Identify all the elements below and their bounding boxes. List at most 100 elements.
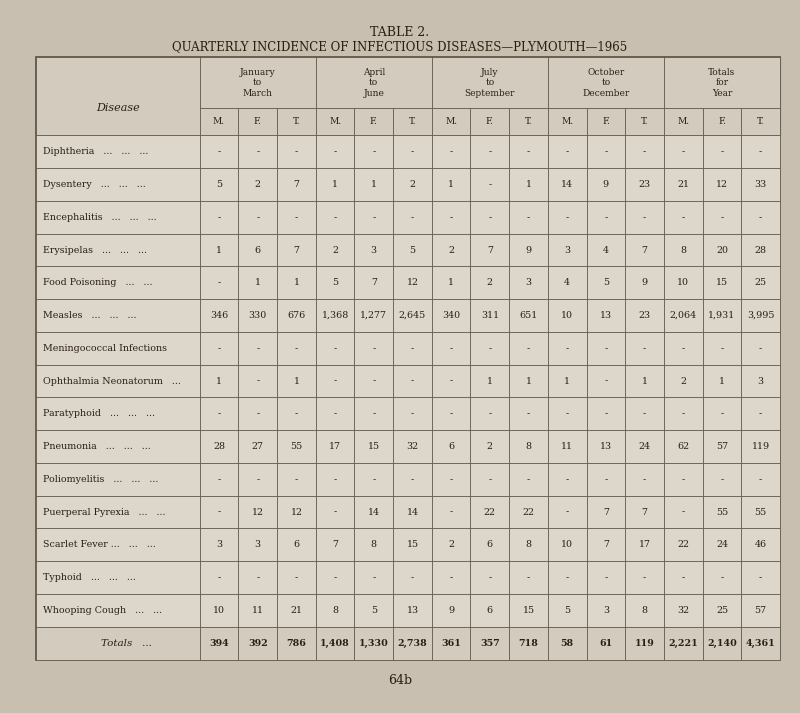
Text: TABLE 2.: TABLE 2.: [370, 26, 430, 39]
Text: 1: 1: [370, 180, 377, 189]
Text: -: -: [527, 573, 530, 582]
Text: -: -: [527, 475, 530, 484]
Text: 17: 17: [638, 540, 650, 549]
Text: -: -: [720, 212, 723, 222]
Text: 5: 5: [603, 278, 609, 287]
Text: 14: 14: [406, 508, 418, 517]
Text: -: -: [218, 148, 221, 156]
Text: -: -: [411, 573, 414, 582]
Text: -: -: [334, 475, 337, 484]
Text: 24: 24: [638, 442, 650, 451]
Text: 3: 3: [526, 278, 531, 287]
Text: -: -: [604, 573, 607, 582]
Text: 786: 786: [286, 639, 306, 647]
Text: -: -: [720, 409, 723, 419]
Text: -: -: [372, 376, 375, 386]
Text: 6: 6: [294, 540, 299, 549]
Text: Measles   ...   ...   ...: Measles ... ... ...: [42, 311, 136, 320]
Text: 6: 6: [486, 540, 493, 549]
Text: -: -: [218, 573, 221, 582]
Text: -: -: [372, 212, 375, 222]
Text: 24: 24: [716, 540, 728, 549]
Text: 9: 9: [526, 245, 531, 255]
Text: 22: 22: [522, 508, 534, 517]
Text: -: -: [604, 475, 607, 484]
Text: 5: 5: [370, 606, 377, 615]
Text: 12: 12: [406, 278, 418, 287]
Text: Typhoid   ...   ...   ...: Typhoid ... ... ...: [42, 573, 135, 582]
Text: -: -: [488, 475, 491, 484]
Text: -: -: [759, 475, 762, 484]
Text: 1,931: 1,931: [708, 311, 735, 320]
Text: October
to
December: October to December: [582, 68, 630, 98]
Text: Scarlet Fever ...   ...   ...: Scarlet Fever ... ... ...: [42, 540, 155, 549]
Text: 1,408: 1,408: [320, 639, 350, 647]
Text: 11: 11: [252, 606, 264, 615]
Text: 7: 7: [642, 508, 647, 517]
Text: 6: 6: [448, 442, 454, 451]
Text: -: -: [294, 409, 298, 419]
Text: -: -: [488, 573, 491, 582]
Text: -: -: [411, 475, 414, 484]
Text: -: -: [256, 573, 259, 582]
Text: -: -: [488, 409, 491, 419]
Text: 64b: 64b: [388, 674, 412, 687]
Text: -: -: [294, 344, 298, 353]
Text: -: -: [334, 148, 337, 156]
Text: 27: 27: [252, 442, 264, 451]
Text: 23: 23: [638, 311, 650, 320]
Text: -: -: [527, 409, 530, 419]
Text: -: -: [450, 148, 453, 156]
Text: 2: 2: [254, 180, 261, 189]
Text: 55: 55: [290, 442, 302, 451]
Text: 392: 392: [248, 639, 267, 647]
Text: 17: 17: [329, 442, 341, 451]
Text: 25: 25: [754, 278, 766, 287]
Text: 2,738: 2,738: [398, 639, 427, 647]
Text: 7: 7: [603, 540, 609, 549]
Text: Diphtheria   ...   ...   ...: Diphtheria ... ... ...: [42, 148, 148, 156]
Text: -: -: [218, 344, 221, 353]
Text: 12: 12: [290, 508, 302, 517]
Text: 1: 1: [332, 180, 338, 189]
Text: -: -: [450, 409, 453, 419]
Text: 28: 28: [754, 245, 766, 255]
Text: 8: 8: [370, 540, 377, 549]
Text: -: -: [759, 573, 762, 582]
Text: Puerperal Pyrexia   ...   ...: Puerperal Pyrexia ... ...: [42, 508, 165, 517]
Text: -: -: [566, 409, 569, 419]
Text: 23: 23: [638, 180, 650, 189]
Text: T.: T.: [641, 118, 648, 126]
Text: 1,277: 1,277: [360, 311, 387, 320]
Text: -: -: [566, 212, 569, 222]
Text: 12: 12: [252, 508, 264, 517]
Text: 1,368: 1,368: [322, 311, 349, 320]
Text: -: -: [488, 344, 491, 353]
Text: 58: 58: [561, 639, 574, 647]
Text: -: -: [256, 212, 259, 222]
Text: 6: 6: [486, 606, 493, 615]
Text: 7: 7: [603, 508, 609, 517]
Text: 7: 7: [370, 278, 377, 287]
Text: -: -: [372, 409, 375, 419]
Text: -: -: [218, 475, 221, 484]
Text: T.: T.: [293, 118, 300, 126]
Text: -: -: [566, 573, 569, 582]
Text: 2,221: 2,221: [669, 639, 698, 647]
Text: 13: 13: [600, 311, 612, 320]
Text: -: -: [334, 212, 337, 222]
Text: Disease: Disease: [96, 103, 140, 113]
Text: -: -: [643, 148, 646, 156]
Text: -: -: [643, 212, 646, 222]
Text: -: -: [334, 376, 337, 386]
Text: 311: 311: [481, 311, 499, 320]
Text: -: -: [218, 212, 221, 222]
Text: 57: 57: [754, 606, 766, 615]
Text: 2: 2: [448, 245, 454, 255]
Text: 7: 7: [332, 540, 338, 549]
Text: 2: 2: [410, 180, 415, 189]
Text: 46: 46: [754, 540, 766, 549]
Text: 394: 394: [209, 639, 229, 647]
Text: 2,064: 2,064: [670, 311, 697, 320]
Text: 21: 21: [678, 180, 690, 189]
